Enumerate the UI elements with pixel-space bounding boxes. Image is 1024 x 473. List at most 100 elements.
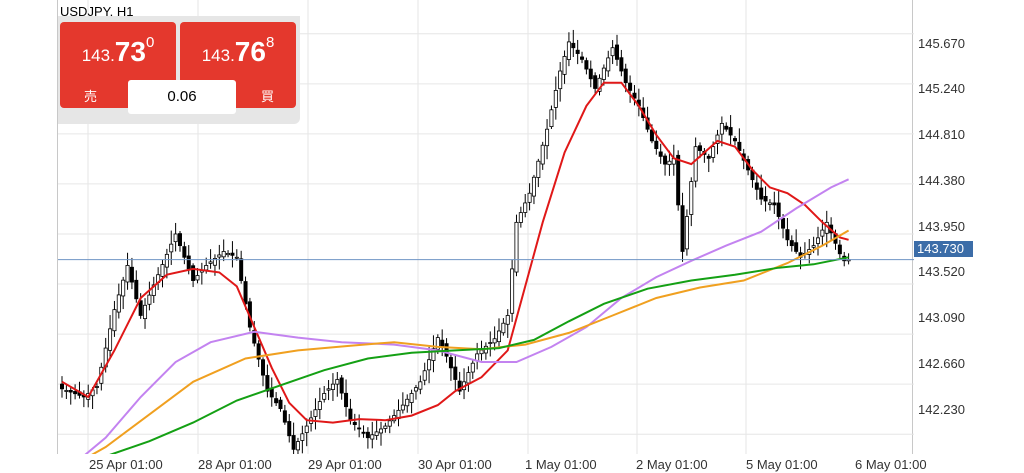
candle-body: [143, 304, 148, 320]
candle-body: [230, 252, 235, 256]
candle-body: [191, 265, 196, 281]
sell-label: 売: [84, 89, 98, 104]
candle-body: [160, 264, 165, 277]
y-tick-label: 144.380: [918, 173, 965, 188]
candle-body: [204, 265, 209, 271]
candle-body: [759, 187, 764, 200]
candle-body: [837, 244, 842, 255]
candle-body: [663, 155, 668, 165]
x-tick-label: 2 May 01:00: [636, 457, 708, 472]
x-tick-label: 5 May 01:00: [746, 457, 818, 472]
candle-body: [265, 375, 270, 392]
candle-body: [409, 393, 414, 403]
candle-body: [173, 233, 178, 243]
candle-body: [116, 294, 121, 313]
candle-body: [335, 379, 340, 385]
candle-body: [606, 57, 611, 72]
candle-body: [623, 68, 628, 84]
candle-body: [121, 279, 126, 297]
candle-body: [344, 392, 349, 408]
candle-body: [593, 75, 598, 89]
candle-body: [580, 56, 585, 60]
candle-body: [820, 229, 825, 237]
candle-body: [94, 386, 99, 388]
candle-body: [405, 398, 410, 407]
candle-body: [352, 421, 357, 426]
candle-body: [383, 425, 388, 429]
y-tick-label: 143.520: [918, 264, 965, 279]
candle-body: [470, 362, 475, 373]
candle-body: [728, 127, 733, 136]
candle-body: [291, 435, 296, 450]
candle-body: [217, 254, 222, 258]
candle-body: [610, 47, 615, 57]
x-tick-label: 1 May 01:00: [525, 457, 597, 472]
candle-body: [304, 425, 309, 433]
candle-body: [680, 205, 685, 252]
candle-body: [374, 431, 379, 436]
spread-value: 0.06: [128, 80, 236, 114]
candle-body: [274, 398, 279, 404]
x-tick-label: 28 Apr 01:00: [198, 457, 272, 472]
candle-body: [431, 348, 436, 361]
candle-body: [479, 349, 484, 355]
candle-body: [195, 275, 200, 281]
chart-area[interactable]: [57, 0, 914, 454]
candle-body: [151, 284, 156, 296]
candle-body: [164, 253, 169, 268]
candle-body: [536, 160, 541, 178]
candle-body: [239, 258, 244, 281]
candle-body: [619, 57, 624, 72]
candle-body: [125, 265, 130, 283]
candle-body: [322, 393, 327, 400]
sell-price: 143.730: [81, 34, 155, 67]
candle-body: [370, 434, 375, 440]
candle-body: [387, 420, 392, 427]
moving-average-line-1: [61, 81, 849, 424]
candle-body: [527, 192, 532, 203]
candle-body: [553, 90, 558, 108]
candle-body: [698, 145, 703, 151]
candle-body: [326, 388, 331, 391]
candle-body: [549, 109, 554, 128]
candle-body: [466, 372, 471, 384]
candle-body: [501, 322, 506, 334]
moving-average-line-2: [84, 178, 850, 454]
candle-body: [112, 309, 117, 332]
candle-body: [785, 229, 790, 241]
candle-body: [365, 431, 370, 439]
candle-body: [601, 67, 606, 80]
candle-body: [654, 140, 659, 150]
candle-body: [540, 144, 545, 165]
candle-body: [575, 49, 580, 54]
candle-body: [492, 338, 497, 344]
candle-body: [715, 134, 720, 144]
candle-body: [488, 342, 493, 344]
candle-body: [649, 129, 654, 142]
candle-body: [361, 431, 366, 434]
price-chart[interactable]: [58, 0, 914, 454]
candle-body: [566, 41, 571, 60]
candle-body: [208, 261, 213, 264]
candle-body: [584, 60, 589, 70]
candle-body: [427, 359, 432, 371]
candle-body: [252, 330, 257, 344]
symbol-label: USDJPY, H1: [60, 4, 134, 19]
candle-body: [212, 258, 217, 266]
candle-body: [772, 202, 777, 206]
candle-body: [453, 366, 458, 380]
candle-body: [693, 146, 698, 182]
x-tick-label: 25 Apr 01:00: [89, 457, 163, 472]
candle-body: [628, 82, 633, 91]
candle-body: [186, 255, 191, 270]
candle-body: [300, 433, 305, 441]
candle-body: [505, 315, 510, 325]
candle-body: [781, 218, 786, 229]
candle-body: [562, 56, 567, 75]
candle-body: [531, 176, 536, 197]
candle-body: [226, 252, 231, 256]
candle-body: [282, 410, 287, 423]
candle-body: [330, 383, 335, 390]
trade-panel: 143.730 売 143.768 買 0.06: [58, 16, 300, 124]
candle-body: [177, 233, 182, 247]
